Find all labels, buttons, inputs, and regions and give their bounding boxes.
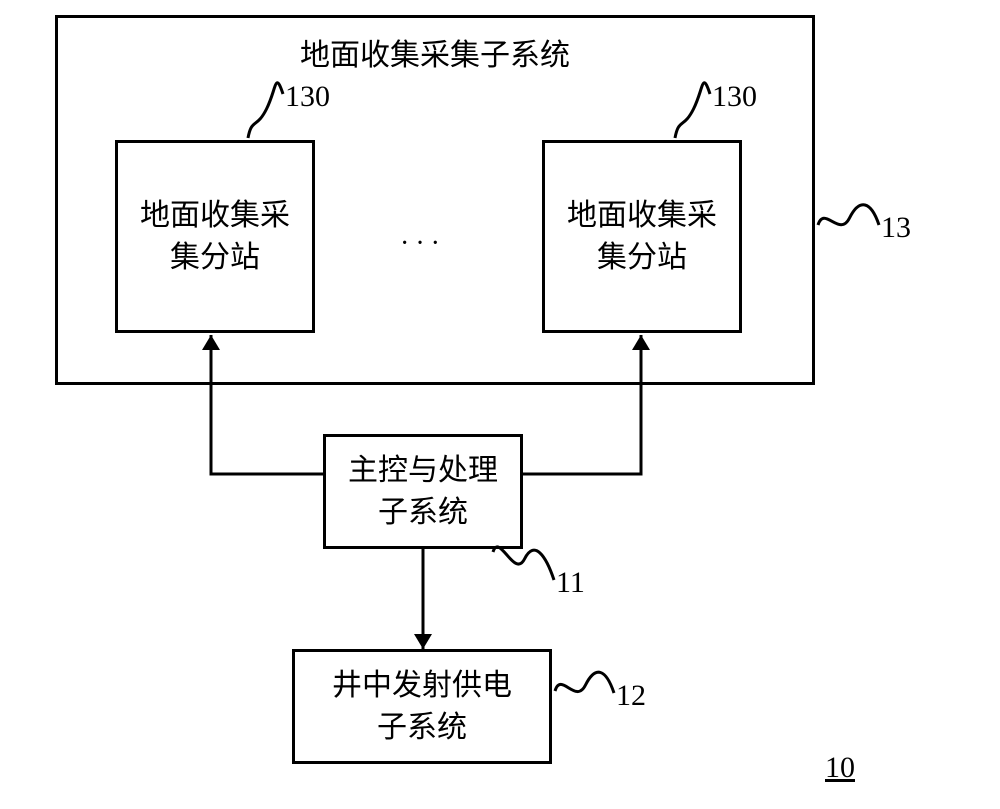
block-diagram: 地面收集采集子系统 地面收集采 集分站 地面收集采 集分站 主控与处理 子系统 … — [55, 15, 945, 795]
connectors-svg — [55, 15, 945, 795]
